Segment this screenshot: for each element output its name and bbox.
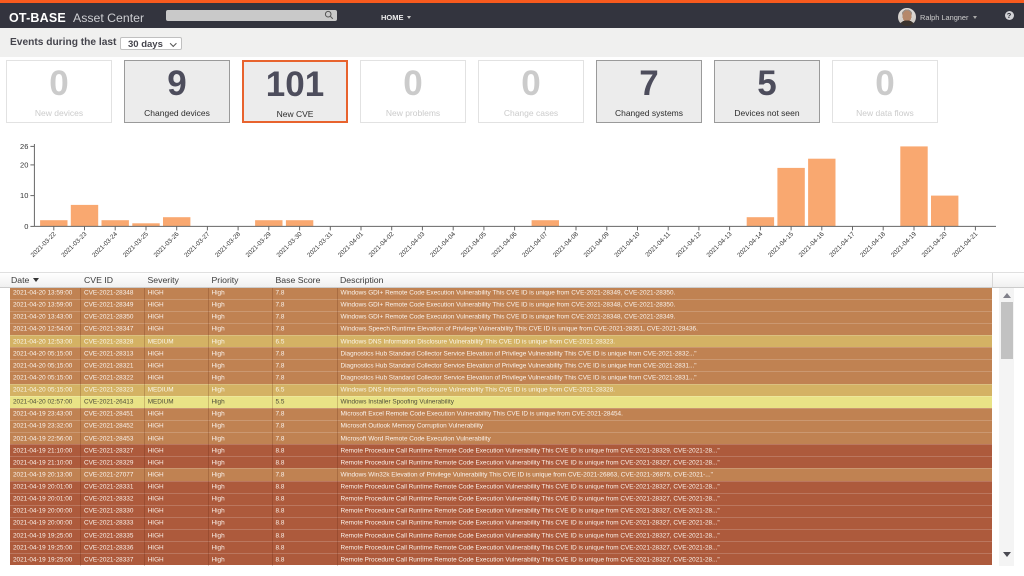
svg-text:2021-04-01: 2021-04-01	[337, 231, 365, 259]
svg-text:2021-03-25: 2021-03-25	[122, 231, 150, 259]
svg-text:2021-03-28: 2021-03-28	[214, 231, 242, 259]
svg-text:2021-03-31: 2021-03-31	[306, 231, 334, 259]
svg-text:2021-04-18: 2021-04-18	[859, 231, 887, 259]
svg-text:2021-03-24: 2021-03-24	[91, 231, 119, 259]
svg-text:10: 10	[20, 191, 28, 200]
svg-text:2021-04-19: 2021-04-19	[890, 231, 918, 259]
svg-text:20: 20	[20, 160, 28, 169]
svg-text:2021-04-09: 2021-04-09	[583, 231, 611, 259]
svg-text:2021-04-20: 2021-04-20	[921, 231, 949, 259]
svg-text:2021-04-05: 2021-04-05	[460, 231, 488, 259]
svg-text:2021-04-21: 2021-04-21	[951, 231, 979, 259]
svg-text:2021-04-08: 2021-04-08	[552, 231, 580, 259]
svg-text:26: 26	[20, 142, 28, 151]
svg-text:2021-03-22: 2021-03-22	[30, 231, 58, 259]
svg-text:2021-04-07: 2021-04-07	[521, 231, 549, 259]
svg-text:2021-04-06: 2021-04-06	[490, 231, 518, 259]
svg-text:2021-04-13: 2021-04-13	[705, 231, 733, 259]
svg-text:2021-04-15: 2021-04-15	[767, 231, 795, 259]
svg-text:2021-04-16: 2021-04-16	[798, 231, 826, 259]
svg-text:2021-04-14: 2021-04-14	[736, 231, 764, 259]
svg-text:2021-03-26: 2021-03-26	[153, 231, 181, 259]
svg-text:2021-04-11: 2021-04-11	[644, 231, 672, 259]
svg-text:2021-04-04: 2021-04-04	[429, 231, 457, 259]
svg-text:0: 0	[24, 222, 28, 231]
svg-text:2021-03-30: 2021-03-30	[275, 231, 303, 259]
svg-text:2021-04-12: 2021-04-12	[675, 231, 703, 259]
svg-text:2021-03-29: 2021-03-29	[245, 231, 273, 259]
svg-text:2021-04-17: 2021-04-17	[828, 231, 856, 259]
svg-text:2021-04-02: 2021-04-02	[368, 231, 396, 259]
svg-text:2021-04-03: 2021-04-03	[398, 231, 426, 259]
svg-text:2021-03-23: 2021-03-23	[60, 231, 88, 259]
svg-text:2021-04-10: 2021-04-10	[613, 231, 641, 259]
svg-text:2021-03-27: 2021-03-27	[183, 231, 211, 259]
